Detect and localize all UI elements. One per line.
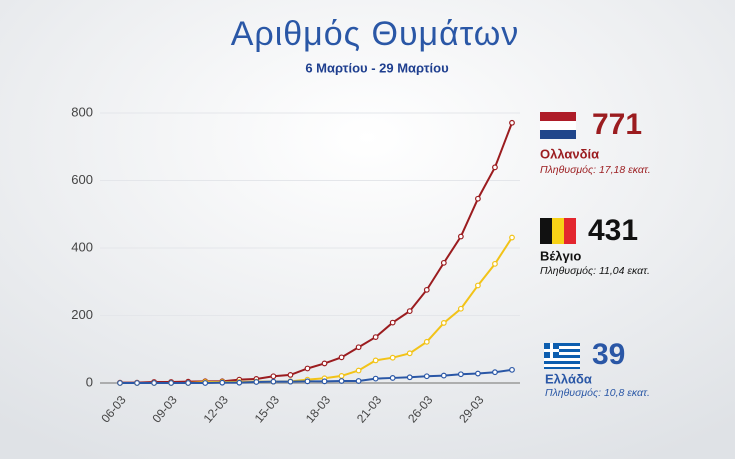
point <box>321 360 328 367</box>
flag <box>540 121 576 130</box>
point <box>287 372 294 378</box>
legend-note: Πληθυσμός: 10,8 εκατ. <box>545 387 650 399</box>
flag <box>540 112 576 121</box>
point <box>304 378 311 385</box>
legend-netherlands: 771 Ολλανδία Πληθυσμός: 17,18 εκατ. <box>540 108 651 176</box>
point <box>389 354 396 361</box>
point <box>287 378 294 385</box>
point <box>406 308 413 315</box>
point <box>509 119 515 126</box>
flag <box>540 130 576 139</box>
y-tick-label: 0 <box>86 374 93 389</box>
chart-title: Αριθμός Θυμάτων <box>231 15 520 53</box>
point <box>457 371 464 378</box>
flag <box>544 349 580 352</box>
point <box>270 373 277 380</box>
point <box>372 375 379 382</box>
point <box>440 372 447 379</box>
point <box>423 338 430 345</box>
point <box>406 374 413 381</box>
point <box>475 282 481 289</box>
flag <box>564 218 576 244</box>
legend-belgium: 431 Βέλγιο Πληθυσμός: 11,04 εκατ. <box>540 214 650 277</box>
point <box>457 305 464 312</box>
point <box>151 380 157 386</box>
point <box>492 164 498 171</box>
point <box>492 260 498 267</box>
flag <box>544 343 580 346</box>
chart-subtitle: 6 Μαρτίου - 29 Μαρτίου <box>305 60 449 75</box>
point <box>355 378 362 384</box>
flag <box>544 361 580 364</box>
point <box>355 367 362 374</box>
flag <box>552 218 564 244</box>
legend-label: Ελλάδα <box>545 371 592 386</box>
flag <box>544 367 580 369</box>
point <box>372 334 379 341</box>
point <box>338 378 345 384</box>
point <box>355 344 362 351</box>
point <box>219 379 226 386</box>
point <box>389 375 396 381</box>
point <box>270 378 277 385</box>
point <box>423 286 430 293</box>
point <box>475 370 481 377</box>
flag <box>540 218 552 244</box>
y-tick-label: 800 <box>71 104 93 119</box>
legend-label: Ολλανδία <box>540 146 599 161</box>
point <box>185 380 192 386</box>
point <box>509 366 515 373</box>
point <box>304 365 311 372</box>
legend-value: 771 <box>592 108 642 141</box>
flag <box>544 355 580 358</box>
point <box>236 379 243 386</box>
point <box>475 195 481 202</box>
point <box>338 354 345 361</box>
point <box>372 357 379 364</box>
legend-note: Πληθυσμός: 17,18 εκατ. <box>540 164 651 176</box>
point <box>168 380 175 386</box>
legend-value: 431 <box>588 214 638 247</box>
point <box>202 380 209 386</box>
point <box>423 373 430 380</box>
flag <box>544 349 559 352</box>
point <box>117 380 123 386</box>
point <box>406 350 413 357</box>
legend-note: Πληθυσμός: 11,04 εκατ. <box>540 265 650 277</box>
point <box>389 319 396 326</box>
y-tick-label: 200 <box>71 307 93 322</box>
y-tick-label: 400 <box>71 239 93 254</box>
point <box>509 234 515 241</box>
point <box>440 259 447 266</box>
legend-greece: 39 Ελλάδα Πληθυσμός: 10,8 εκατ. <box>544 338 650 399</box>
point <box>134 380 140 386</box>
point <box>253 379 260 385</box>
point <box>457 233 464 240</box>
legend-value: 39 <box>592 338 625 371</box>
point <box>321 378 328 385</box>
legend-label: Βέλγιο <box>540 248 581 263</box>
point <box>492 369 498 376</box>
point <box>338 373 345 379</box>
point <box>440 320 447 326</box>
y-tick-label: 600 <box>71 172 93 187</box>
